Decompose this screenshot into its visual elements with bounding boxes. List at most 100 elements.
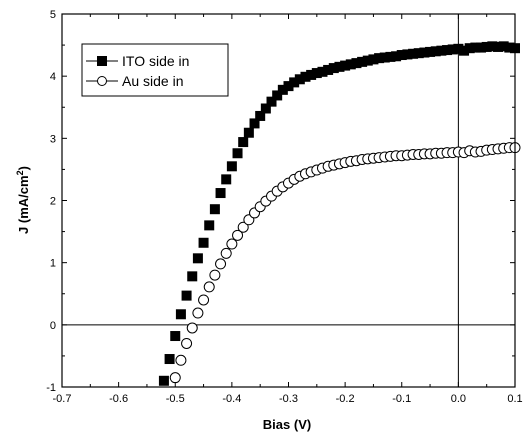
ito-data-point [368,54,379,65]
ito-data-point [192,253,203,264]
au-data-point [215,258,227,270]
legend-marker-au [97,76,107,86]
ito-data-point [442,45,453,56]
ito-data-point [306,69,317,80]
ito-data-point [476,42,487,53]
x-axis-title: Bias (V) [263,417,311,432]
ito-data-point [351,58,362,69]
ito-data-point [187,271,198,282]
series-au-side-in [169,142,521,384]
ito-data-point [408,48,419,59]
ito-data-point [481,41,492,52]
ito-data-point [238,137,249,148]
au-data-point [232,229,244,241]
ito-data-point [419,47,430,58]
ito-data-point [226,161,237,172]
ito-data-point [170,331,181,342]
y-axis-title-sup: 2 [15,170,25,175]
ito-data-point [289,77,300,88]
y-tick-label: 1 [50,258,56,270]
ito-data-point [215,188,226,199]
ito-data-point [498,41,509,52]
legend-label-au: Au side in [122,73,183,89]
ito-data-point [464,43,475,54]
ito-data-point [345,59,356,70]
y-tick-label: -1 [46,382,56,394]
ito-data-point [277,84,288,95]
ito-data-point [357,56,368,67]
x-tick-label: -0.2 [336,393,355,405]
au-data-point [198,294,210,306]
ito-data-point [158,375,169,386]
ito-data-point [204,220,215,231]
ito-data-point [255,110,266,121]
x-tick-label: -0.6 [109,393,128,405]
au-data-point [186,322,198,334]
ito-data-point [243,127,254,138]
ito-data-point [362,55,373,66]
ito-data-point [334,61,345,72]
legend-marker-ito [97,56,107,66]
ito-data-point [436,45,447,56]
ito-data-point [504,42,515,53]
au-data-point [169,372,181,384]
au-data-point [203,281,215,293]
legend-label-ito: ITO side in [122,53,189,69]
legend-box [81,43,229,97]
axis-ticks: -0.7 -0.6 -0.5 -0.4 -0.3 -0.2 -0.1 0.0 0.1 -1 0 1 2 3… [46,9,522,405]
ito-data-point [328,63,339,74]
ito-data-point [430,46,441,57]
x-tick-label: -0.3 [279,393,298,405]
ito-data-point [379,52,390,63]
x-tick-label: -0.1 [392,393,411,405]
x-tick-label: -0.5 [166,393,185,405]
ito-data-point [323,64,334,75]
ito-data-point [175,309,186,320]
ito-data-point [266,96,277,107]
ito-data-point [374,53,385,64]
ito-data-point [470,42,481,53]
y-tick-label: 2 [50,196,56,208]
ito-data-point [493,41,504,52]
ito-data-point [294,74,305,85]
au-data-point [209,269,221,281]
y-tick-label: 0 [50,320,56,332]
au-data-point [181,337,193,349]
ito-data-point [487,41,498,52]
ito-data-point [459,45,470,56]
y-axis-title: J (mA/cm2) [15,166,31,234]
ito-data-point [425,46,436,57]
ito-data-point [340,60,351,71]
ito-data-point [413,48,424,59]
ito-data-point [447,44,458,55]
x-tick-label: -0.4 [222,393,241,405]
y-tick-label: 5 [50,9,56,21]
ito-data-point [260,103,271,114]
ito-data-point [232,148,243,159]
ito-data-point [181,290,192,301]
y-axis-title-main: J (mA/cm [16,175,31,234]
y-tick-label: 4 [50,71,56,83]
ito-data-point [221,174,232,185]
reference-lines [62,14,515,387]
ito-data-point [283,81,294,92]
ito-data-point [249,118,260,129]
ito-data-point [396,50,407,61]
ito-data-point [385,51,396,62]
au-data-point [226,238,238,250]
ito-data-point [317,66,328,77]
ito-data-point [300,71,311,82]
y-tick-label: 3 [50,133,56,145]
x-tick-label: 0.0 [451,393,466,405]
ito-data-point [391,51,402,62]
ito-data-point [198,237,209,248]
au-data-point [192,307,204,319]
legend: ITO side in Au side in [81,43,229,97]
x-tick-label: -0.7 [53,393,72,405]
ito-data-point [272,90,283,101]
ito-data-point [453,43,464,54]
y-axis-title-tail: ) [16,166,31,170]
ito-data-point [402,49,413,60]
au-data-point [220,247,232,259]
